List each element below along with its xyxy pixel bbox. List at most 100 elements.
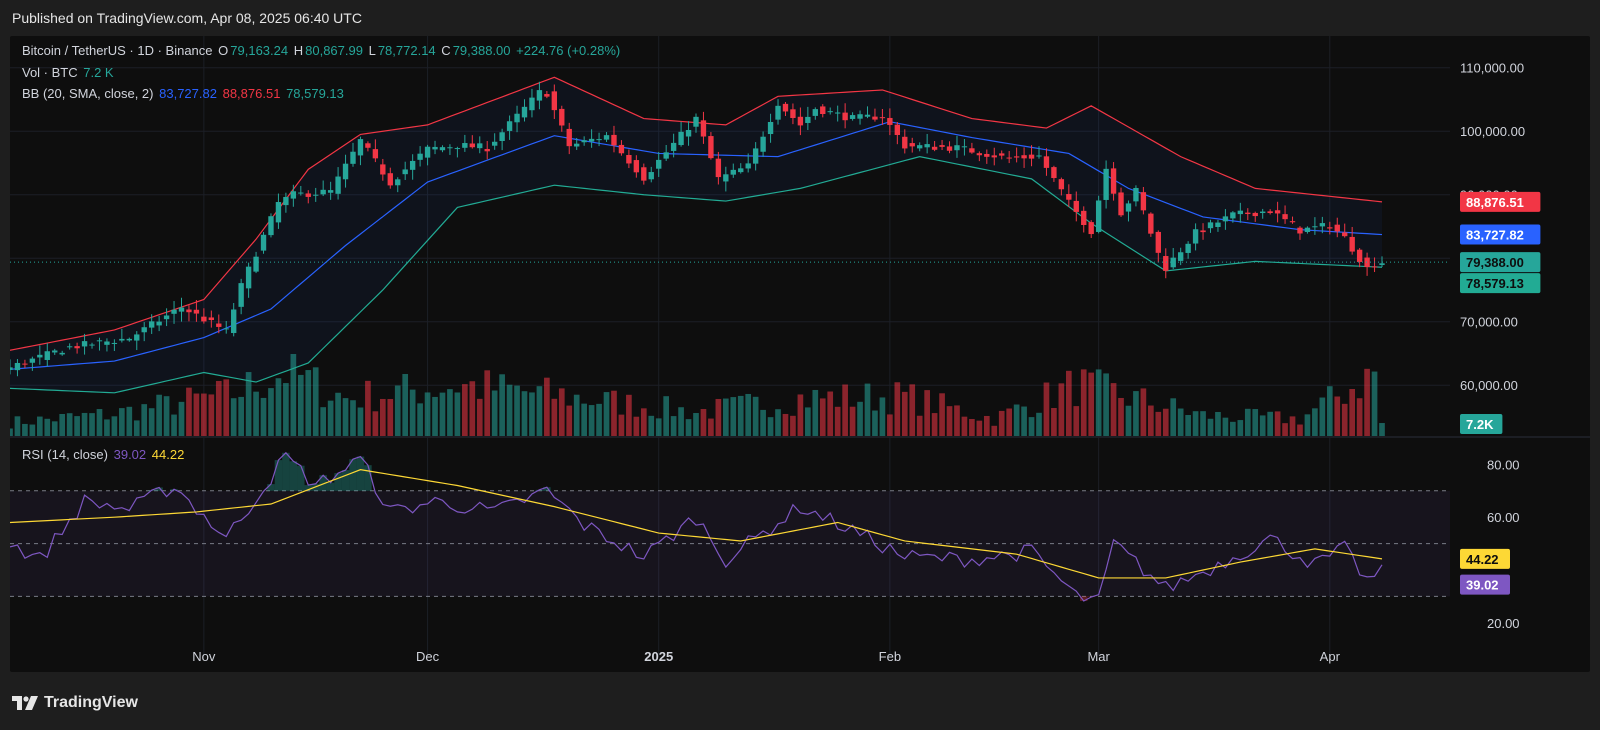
- volume-bar: [1297, 424, 1303, 436]
- volume-bar: [909, 384, 916, 436]
- volume-bar: [514, 385, 520, 436]
- candle-body: [946, 146, 953, 151]
- chart-area[interactable]: 110,000.00100,000.0090,000.0080,000.0070…: [10, 36, 1590, 672]
- volume-bar: [1379, 423, 1385, 436]
- volume-bar: [573, 394, 580, 436]
- candle-body: [1349, 236, 1355, 252]
- candle-body: [66, 346, 73, 348]
- volume-bar: [983, 415, 990, 436]
- bb-upper-value: 88,876.51: [222, 86, 281, 101]
- volume-bar: [469, 381, 476, 436]
- candle-body: [1327, 227, 1333, 229]
- volume-bar: [417, 403, 423, 436]
- volume-bar: [439, 392, 446, 436]
- candle-body: [163, 315, 170, 320]
- bb-legend[interactable]: BB (20, SMA, close, 2) 83,727.82 88,876.…: [22, 86, 346, 101]
- candle-body: [223, 328, 229, 330]
- candle-body: [491, 141, 498, 146]
- time-axis-tick-label: Dec: [416, 649, 440, 664]
- bb-basis-price-tag-bg: [1460, 224, 1541, 245]
- candle-body: [581, 140, 587, 143]
- volume-bar: [1021, 406, 1027, 436]
- close-label: C: [441, 43, 451, 58]
- candle-body: [775, 105, 781, 120]
- volume-bar: [797, 394, 804, 436]
- candle-body: [1088, 222, 1094, 235]
- candle-body: [1192, 229, 1199, 244]
- volume-bar: [327, 400, 334, 436]
- candle-body: [1364, 257, 1370, 268]
- volume-bar: [901, 391, 908, 436]
- candle-body: [148, 321, 155, 328]
- candle-body: [648, 172, 654, 180]
- volume-bar: [10, 428, 13, 436]
- candle-body: [603, 135, 610, 140]
- candle-body: [1252, 212, 1258, 217]
- volume-bar: [842, 384, 848, 436]
- candle-body: [723, 174, 729, 182]
- volume-bar: [320, 407, 327, 436]
- candle-body: [186, 309, 192, 313]
- candle-body: [559, 108, 565, 126]
- volume-bar: [581, 403, 587, 436]
- bb-upper-price-tag-bg: [1460, 191, 1541, 212]
- candle-body: [260, 234, 267, 251]
- chart-canvas[interactable]: 110,000.00100,000.0090,000.0080,000.0070…: [10, 36, 1590, 672]
- candle-body: [238, 283, 244, 307]
- volume-bar: [1073, 406, 1080, 436]
- volume-bar: [1095, 369, 1102, 436]
- volume-bar: [1125, 405, 1132, 436]
- candle-body: [447, 147, 453, 149]
- volume-bar: [506, 384, 513, 436]
- volume-legend[interactable]: Vol · BTC 7.2 K: [22, 65, 116, 80]
- candle-body: [365, 143, 371, 148]
- candle-body: [917, 145, 923, 149]
- candle-body: [812, 109, 818, 116]
- candle-body: [708, 136, 714, 159]
- volume-bar: [588, 405, 595, 436]
- symbol-title[interactable]: Bitcoin / TetherUS · 1D · Binance: [22, 43, 213, 58]
- candle-body: [327, 190, 334, 193]
- candle-body: [1081, 210, 1087, 225]
- volume-bar: [1177, 408, 1184, 436]
- volume-bar: [1028, 417, 1035, 436]
- volume-bar: [424, 392, 431, 436]
- candle-body: [395, 179, 401, 186]
- rsi-legend[interactable]: RSI (14, close) 39.02 44.22: [22, 447, 186, 462]
- volume-bar: [126, 406, 133, 436]
- volume-bar: [1304, 414, 1311, 436]
- rsi-overbought-fill: [289, 461, 298, 491]
- volume-bar: [805, 407, 811, 436]
- candle-body: [253, 256, 259, 272]
- candle-body: [111, 342, 118, 344]
- volume-bar: [215, 380, 222, 436]
- time-axis-tick-label: Feb: [879, 649, 901, 664]
- candle-body: [52, 350, 58, 353]
- candle-body: [618, 144, 625, 154]
- volume-bar: [1088, 372, 1095, 436]
- bb-upper-price-tag: 88,876.51: [1466, 195, 1524, 210]
- open-label: O: [218, 43, 229, 58]
- candle-body: [1356, 249, 1363, 262]
- candle-body: [760, 136, 766, 152]
- brand-name: TradingView: [44, 694, 138, 711]
- bb-lower-line: [10, 156, 1383, 394]
- price-axis-tick-label: 60,000.00: [1460, 378, 1518, 393]
- volume-price-tag: 7.2K: [1466, 417, 1494, 432]
- volume-bar: [1371, 371, 1378, 436]
- candle-body: [1073, 200, 1079, 212]
- candle-body: [1371, 266, 1378, 268]
- candle-body: [424, 146, 431, 158]
- tradingview-brand[interactable]: TradingView: [12, 694, 138, 712]
- rsi-overbought-fill: [326, 482, 335, 491]
- candle-body: [693, 116, 699, 127]
- time-axis-tick-label: Nov: [192, 649, 216, 664]
- volume-bar: [775, 409, 781, 436]
- candle-body: [141, 327, 147, 333]
- volume-bar: [596, 403, 602, 436]
- volume-bar: [678, 407, 684, 436]
- bb-lower-price-tag-bg: [1460, 273, 1541, 294]
- volume-bar: [1133, 391, 1139, 436]
- volume-bar: [1319, 397, 1326, 436]
- volume-bar: [1341, 403, 1348, 436]
